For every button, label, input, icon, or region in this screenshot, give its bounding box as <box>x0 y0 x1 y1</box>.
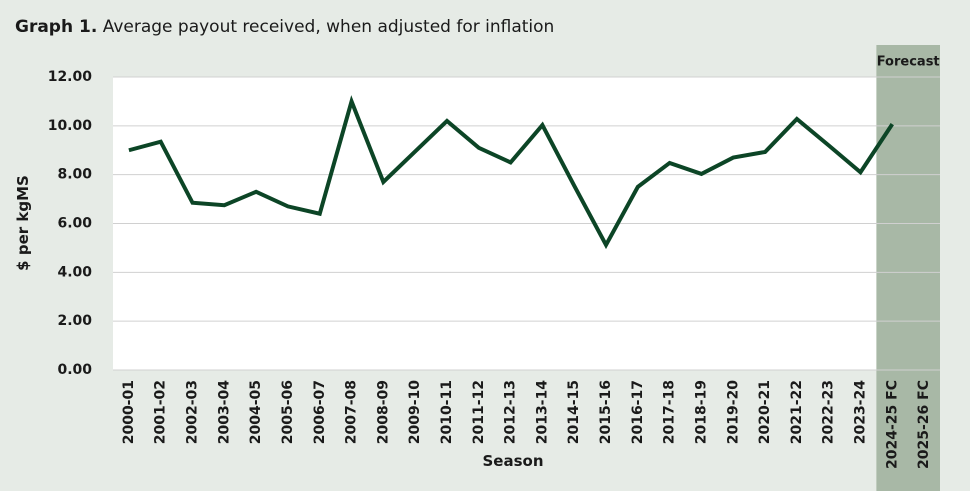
y-tick-label: 0.00 <box>57 362 92 378</box>
y-tick-label: 10.00 <box>48 118 93 134</box>
title-text: Average payout received, when adjusted f… <box>103 17 555 37</box>
shade-layer <box>876 45 940 491</box>
chart-title: Graph 1. Average payout received, when a… <box>15 17 554 37</box>
x-tick-label: 2012-13 <box>503 380 519 444</box>
title-prefix: Graph 1. <box>15 17 97 37</box>
x-tick-label: 2018-19 <box>693 380 709 444</box>
x-tick-label: 2008-09 <box>375 380 391 444</box>
x-tick-label: 2007-08 <box>344 380 360 444</box>
x-tick-label: 2001-02 <box>153 380 169 444</box>
x-tick-label: 2023-24 <box>852 380 868 445</box>
x-tick-label: 2020-21 <box>757 380 773 444</box>
x-tick-label: 2003-04 <box>216 380 232 445</box>
y-tick-label: 12.00 <box>48 69 93 85</box>
data-line <box>128 95 894 250</box>
y-tick-label: 8.00 <box>57 167 92 183</box>
y-axis-label: $ per kgMS <box>14 175 32 271</box>
x-tick-label: 2016-17 <box>630 380 646 444</box>
x-tick-label: 2024-25 FC <box>884 380 900 469</box>
y-tick-label: 2.00 <box>57 313 92 329</box>
x-tick-label: 2013-14 <box>534 380 550 445</box>
y-tick-label: 4.00 <box>57 264 92 280</box>
x-tick-label: 2002-03 <box>185 380 201 444</box>
x-tick-label: 2022-23 <box>821 380 837 444</box>
x-tick-label: 2014-15 <box>566 380 582 444</box>
y-tick-label: 6.00 <box>57 216 92 232</box>
forecast-label: Forecast <box>877 55 940 70</box>
x-tick-label: 2005-06 <box>280 380 296 444</box>
x-tick-label: 2011-12 <box>471 380 487 444</box>
x-tick-label: 2010-11 <box>439 380 455 444</box>
x-tick-label: 2015-16 <box>598 380 614 444</box>
x-tick-label: 2017-18 <box>662 380 678 444</box>
x-tick-label: 2006-07 <box>312 380 328 444</box>
forecast-shade <box>876 45 940 491</box>
x-tick-label: 2019-20 <box>725 380 741 445</box>
x-tick-label: 2004-05 <box>248 380 264 444</box>
x-tick-label: 2000-01 <box>121 380 137 444</box>
x-tick-label: 2021-22 <box>789 380 805 444</box>
x-tick-label: 2009-10 <box>407 380 423 445</box>
x-axis-label: Season <box>482 452 543 470</box>
x-tick-label: 2025-26 FC <box>916 380 932 469</box>
